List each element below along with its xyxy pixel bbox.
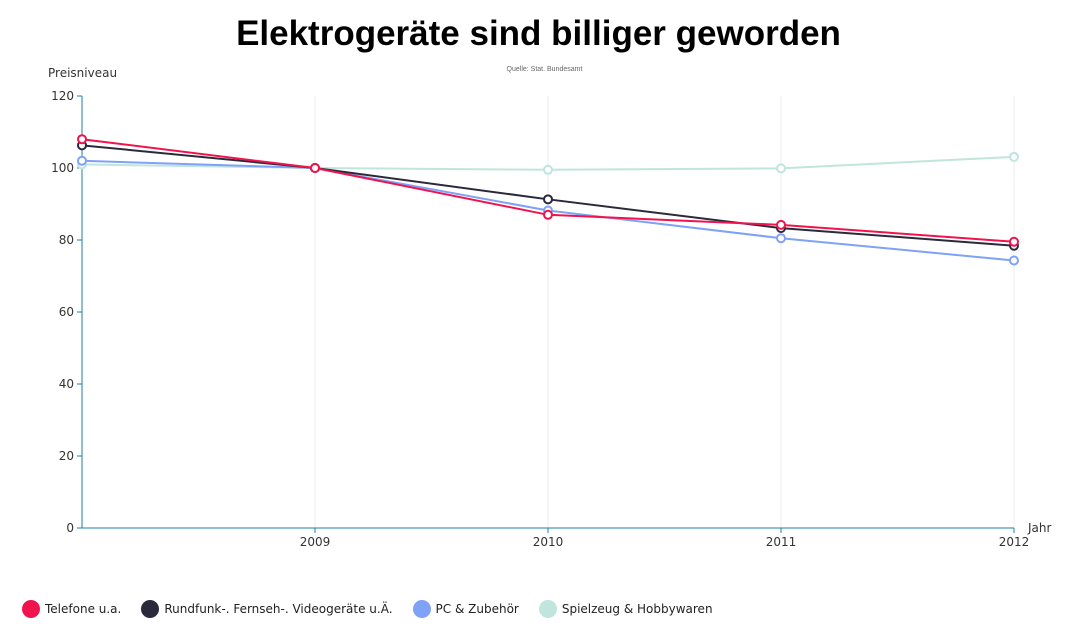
legend-label: PC & Zubehör <box>435 602 519 616</box>
y-tick-label: 20 <box>59 449 74 463</box>
data-point <box>543 209 553 220</box>
data-point <box>776 233 786 244</box>
legend-swatch <box>412 600 431 618</box>
legend-item[interactable]: PC & Zubehör <box>412 600 519 618</box>
data-point <box>1009 151 1019 162</box>
x-tick-label: 2009 <box>300 535 331 549</box>
data-point <box>776 219 786 230</box>
y-tick-label: 100 <box>51 161 74 175</box>
legend-label: Rundfunk-. Fernseh-. Videogeräte u.Ä. <box>164 602 393 616</box>
y-tick-label: 40 <box>59 377 74 391</box>
y-tick-label: 120 <box>51 89 74 103</box>
series-lines <box>77 134 1019 266</box>
data-point <box>1009 255 1019 266</box>
data-point <box>543 194 553 205</box>
legend-item[interactable]: Spielzeug & Hobbywaren <box>538 600 713 618</box>
data-point <box>77 134 87 145</box>
chart-subtitle: Quelle: Stat. Bundesamt <box>506 66 583 73</box>
data-point <box>1009 236 1019 247</box>
legend-item[interactable]: Telefone u.a. <box>22 600 121 618</box>
data-point <box>77 155 87 166</box>
y-tick-label: 80 <box>59 233 74 247</box>
x-tick-label: 2012 <box>999 535 1030 549</box>
data-point <box>543 164 553 175</box>
legend-label: Telefone u.a. <box>45 602 122 616</box>
y-tick-label: 60 <box>59 305 74 319</box>
y-axis-title: Preisniveau <box>48 66 117 80</box>
x-tick-label: 2011 <box>766 535 797 549</box>
legend-swatch <box>141 600 160 618</box>
x-tick-label: 2010 <box>533 535 564 549</box>
legend-item[interactable]: Rundfunk-. Fernseh-. Videogeräte u.Ä. <box>141 600 393 618</box>
legend-swatch <box>22 600 40 618</box>
chart-title: Elektrogeräte sind billiger geworden <box>236 14 841 53</box>
y-tick-label: 0 <box>66 521 74 535</box>
data-point <box>310 163 320 173</box>
axis-ticks: 2009 2010 2011 2012 0 20 40 60 80 100 120 <box>51 89 1029 549</box>
legend-swatch <box>538 600 557 618</box>
data-point <box>776 163 786 174</box>
x-axis-title: Jahr <box>1027 521 1051 535</box>
axes: Preisniveau Jahr <box>48 66 1051 535</box>
grid-lines <box>314 96 1015 528</box>
legend: Telefone u.a. Rundfunk-. Fernseh-. Videog… <box>22 600 733 618</box>
legend-label: Spielzeug & Hobbywaren <box>561 602 713 616</box>
